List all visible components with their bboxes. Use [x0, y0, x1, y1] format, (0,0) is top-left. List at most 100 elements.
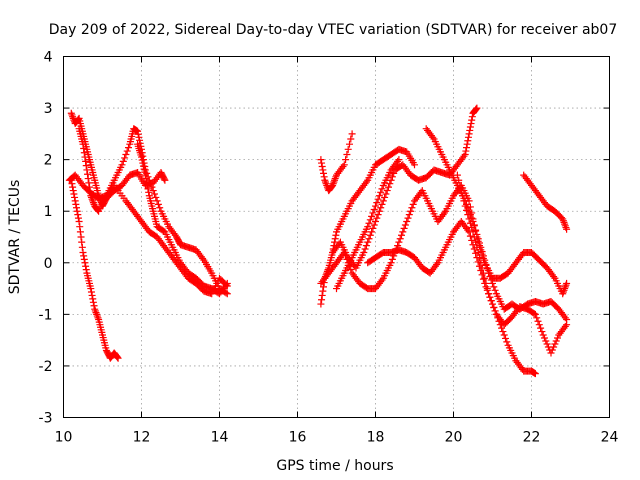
data-point-arc-6 — [339, 163, 347, 171]
data-point-arc-10 — [366, 216, 374, 224]
data-point-arc-5 — [223, 279, 231, 287]
data-point-arc-13 — [464, 211, 472, 219]
data-point-arc-7 — [319, 287, 327, 295]
data-point-arc-9 — [364, 238, 372, 246]
data-point-arc-9 — [373, 214, 381, 222]
data-point-arc-4 — [89, 197, 97, 205]
data-point-arc-6 — [331, 176, 339, 184]
data-point-arc-3 — [152, 193, 160, 201]
data-point-arc-7 — [317, 300, 325, 308]
data-point-arc-11 — [433, 261, 441, 269]
data-point-arc-13 — [489, 300, 496, 308]
data-point-arc-6 — [329, 180, 337, 188]
data-point-arc-8 — [440, 209, 448, 217]
data-point-arc-8 — [559, 288, 567, 296]
data-point-arc-2 — [69, 113, 77, 121]
data-point-arc-1 — [74, 214, 82, 222]
data-point-arc-10 — [374, 195, 382, 203]
data-point-arc-13 — [473, 243, 481, 251]
data-point-arc-5 — [141, 168, 149, 176]
data-point-arc-9 — [461, 150, 469, 158]
data-point-arc-13 — [478, 264, 486, 272]
data-point-arc-1 — [69, 187, 77, 195]
data-point-arc-1 — [91, 305, 99, 313]
data-point-arc-6 — [320, 169, 327, 177]
data-point-arc-12 — [489, 279, 496, 287]
data-point-arc-13 — [541, 334, 548, 342]
data-point-arc-8 — [561, 285, 569, 293]
y-tick-label: 3 — [44, 101, 53, 117]
data-point-arc-7 — [331, 238, 339, 246]
y-tick-label: -1 — [39, 307, 53, 323]
data-point-arc-8 — [347, 266, 355, 274]
data-point-arc-2 — [74, 115, 82, 123]
data-point-arc-12 — [490, 283, 498, 291]
data-point-arc-1 — [90, 302, 98, 310]
data-point-arc-6 — [340, 161, 348, 169]
data-point-arc-4 — [82, 162, 90, 170]
data-point-arc-12 — [476, 239, 483, 247]
data-point-arc-5 — [143, 178, 151, 186]
data-point-arc-4 — [87, 192, 95, 200]
data-point-arc-6 — [322, 180, 330, 188]
data-point-arc-1 — [69, 183, 77, 191]
data-point-arc-1 — [89, 298, 97, 306]
x-tick-label: 16 — [289, 430, 307, 446]
y-tick-label: -2 — [39, 359, 53, 375]
data-point-arc-1 — [87, 285, 95, 293]
data-point-arc-3 — [118, 161, 126, 169]
data-point-arc-2 — [69, 114, 77, 122]
data-point-arc-8 — [404, 214, 412, 222]
data-point-arc-7 — [318, 296, 326, 304]
data-point-arc-12 — [481, 256, 489, 264]
data-point-arc-6 — [321, 176, 329, 184]
data-point-arc-3 — [223, 290, 231, 298]
data-point-arc-13 — [460, 197, 468, 205]
data-point-arc-8 — [398, 231, 405, 239]
data-point-arc-4 — [84, 170, 92, 178]
data-point-arc-10 — [378, 185, 386, 193]
data-point-arc-6 — [342, 156, 350, 164]
data-point-arc-8 — [388, 255, 396, 263]
data-point-arc-1 — [80, 252, 88, 260]
data-point-arc-1 — [94, 314, 102, 322]
data-point-arc-9 — [468, 116, 476, 124]
y-tick-label: 0 — [44, 256, 53, 272]
data-point-arc-1 — [114, 354, 122, 362]
data-point-arc-3 — [121, 154, 129, 162]
data-point-arc-8 — [395, 238, 403, 246]
data-point-arc-12 — [483, 265, 491, 273]
data-point-arc-1 — [71, 193, 79, 201]
data-point-arc-14 — [559, 217, 567, 225]
data-point-arc-9 — [362, 242, 370, 250]
data-point-arc-9 — [466, 123, 474, 131]
data-point-arc-1 — [93, 312, 101, 320]
data-point-arc-10 — [375, 192, 383, 200]
data-point-arc-12 — [491, 286, 499, 294]
data-point-arc-4 — [109, 183, 117, 191]
data-point-arc-11 — [531, 370, 539, 378]
x-tick-label: 18 — [367, 430, 385, 446]
data-point-arc-13 — [531, 310, 539, 318]
data-point-arc-12 — [487, 276, 495, 284]
data-point-arc-13 — [461, 202, 469, 210]
data-point-arc-9 — [381, 193, 389, 201]
data-point-arc-8 — [405, 211, 413, 219]
data-point-arc-9 — [366, 231, 374, 239]
data-point-arc-13 — [561, 322, 569, 330]
data-point-arc-6 — [321, 178, 329, 186]
data-point-arc-3 — [122, 150, 130, 158]
data-point-arc-3 — [153, 197, 161, 205]
data-point-arc-13 — [476, 254, 483, 262]
data-point-arc-1 — [70, 190, 78, 198]
data-point-arc-6 — [329, 181, 337, 189]
data-point-arc-7 — [318, 291, 326, 299]
plot-frame — [63, 56, 610, 418]
data-point-arc-8 — [561, 283, 569, 291]
data-point-arc-9 — [463, 140, 471, 148]
data-point-arc-4 — [86, 183, 93, 191]
data-point-arc-13 — [453, 171, 461, 179]
data-point-arc-1 — [91, 307, 99, 315]
